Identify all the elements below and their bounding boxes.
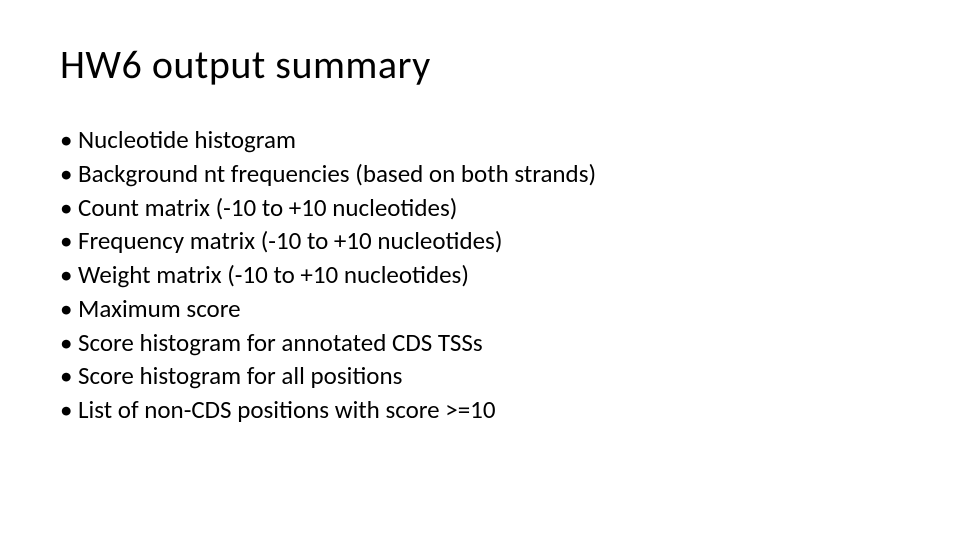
list-item: Nucleotide histogram: [60, 123, 900, 157]
list-item: Score histogram for annotated CDS TSSs: [60, 326, 900, 360]
list-item: Maximum score: [60, 292, 900, 326]
list-item: Count matrix (-10 to +10 nucleotides): [60, 191, 900, 225]
slide: HW6 output summary Nucleotide histogram …: [0, 0, 960, 540]
bullet-list: Nucleotide histogram Background nt frequ…: [60, 123, 900, 427]
list-item: Score histogram for all positions: [60, 359, 900, 393]
list-item: List of non-CDS positions with score >=1…: [60, 393, 900, 427]
list-item: Weight matrix (-10 to +10 nucleotides): [60, 258, 900, 292]
list-item: Frequency matrix (-10 to +10 nucleotides…: [60, 224, 900, 258]
list-item: Background nt frequencies (based on both…: [60, 157, 900, 191]
slide-title: HW6 output summary: [60, 40, 900, 89]
